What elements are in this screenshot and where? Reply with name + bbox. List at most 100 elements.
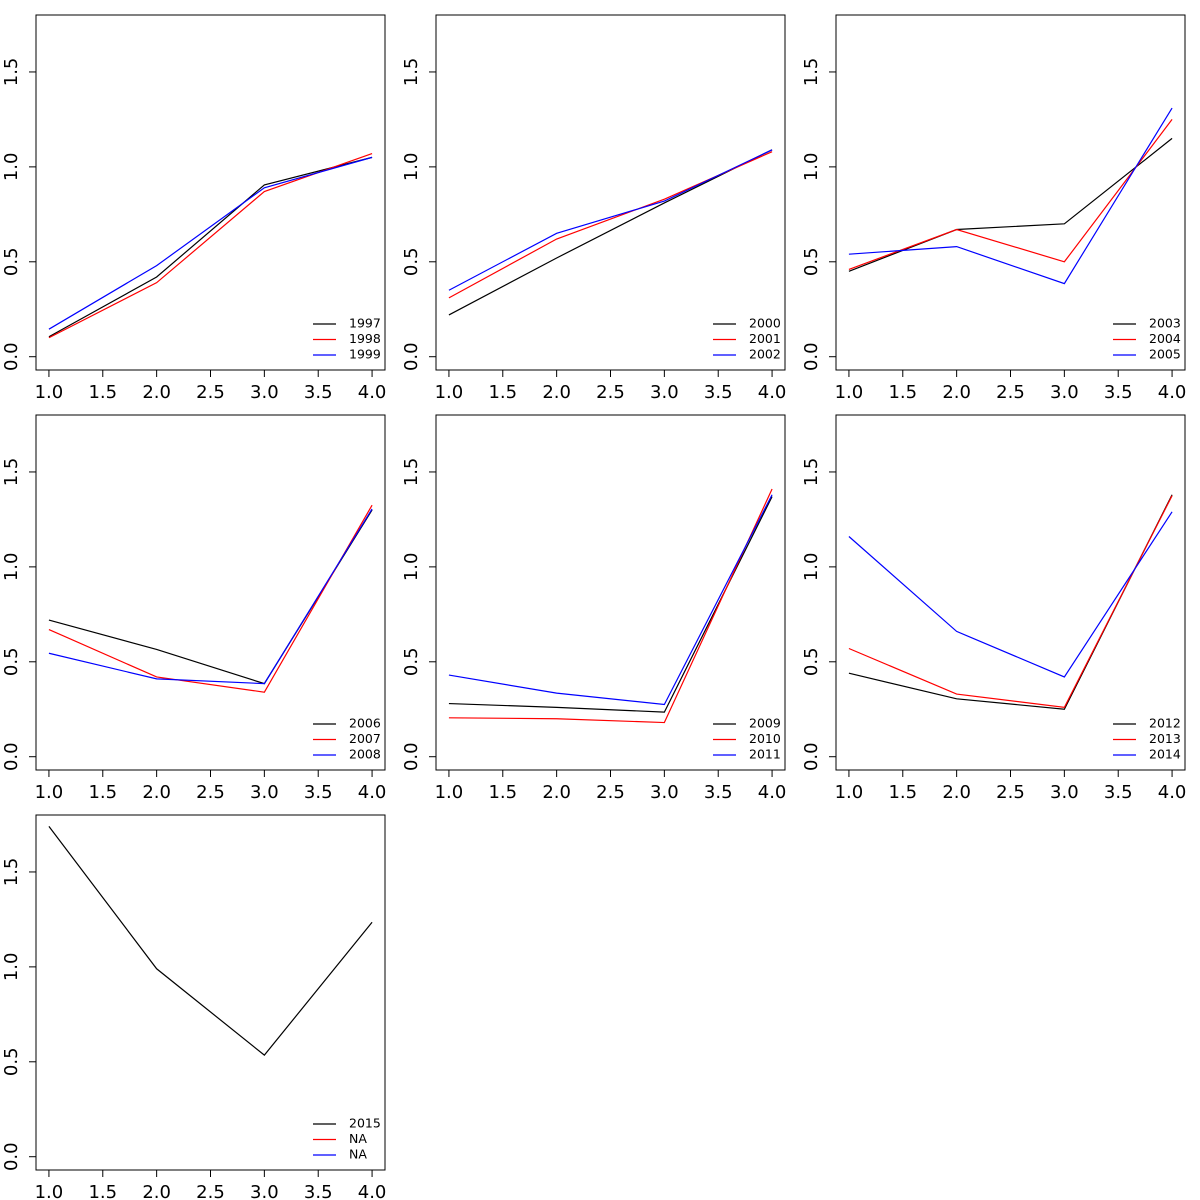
x-tick-label: 2.0 xyxy=(142,382,171,403)
legend-label: 1999 xyxy=(349,347,381,362)
x-tick-label: 2.5 xyxy=(596,382,625,403)
series-line xyxy=(448,488,773,724)
x-tick-label: 1.5 xyxy=(888,782,917,803)
y-tick-label: 0.0 xyxy=(801,742,822,771)
legend-label: 2013 xyxy=(1149,731,1181,746)
series-line xyxy=(848,511,1173,678)
y-tick-label: 0.5 xyxy=(1,247,22,276)
x-tick-label: 1.0 xyxy=(35,1182,64,1200)
legend-label: 2011 xyxy=(749,747,781,762)
legend-label: 2005 xyxy=(1149,347,1181,362)
x-tick-label: 4.0 xyxy=(358,382,387,403)
y-tick-label: 0.0 xyxy=(1,742,22,771)
legend-label: 2006 xyxy=(349,716,381,731)
y-tick-label: 1.0 xyxy=(801,553,822,582)
x-tick-label: 2.0 xyxy=(142,782,171,803)
x-tick-label: 4.0 xyxy=(758,782,787,803)
x-tick-label: 2.5 xyxy=(596,782,625,803)
legend-label: 2009 xyxy=(749,716,781,731)
series-line xyxy=(448,151,773,299)
panel: 1.0 1.5 2.0 2.5 3.0 3.5 4.00.00.51.01.52015NAN… xyxy=(1,814,386,1200)
x-tick-label: 3.0 xyxy=(250,382,279,403)
x-tick-label: 3.5 xyxy=(704,782,733,803)
x-tick-label: 3.0 xyxy=(250,782,279,803)
y-tick-label: 0.5 xyxy=(401,647,422,676)
x-tick-label: 4.0 xyxy=(1158,382,1187,403)
series-line xyxy=(848,494,1173,710)
x-tick-label: 2.5 xyxy=(196,382,225,403)
y-tick-label: 1.5 xyxy=(401,58,422,87)
series-line xyxy=(48,509,373,685)
x-tick-label: 2.0 xyxy=(942,382,971,403)
series-line xyxy=(848,119,1173,270)
x-tick-label: 2.5 xyxy=(996,382,1025,403)
y-tick-label: 1.5 xyxy=(1,458,22,487)
y-tick-label: 0.0 xyxy=(1,342,22,371)
x-tick-label: 3.5 xyxy=(1104,782,1133,803)
legend-label: 2001 xyxy=(749,331,781,346)
plot-box xyxy=(35,414,386,771)
legend-label: 2007 xyxy=(349,731,381,746)
x-tick-label: 4.0 xyxy=(358,782,387,803)
x-tick-label: 4.0 xyxy=(1158,782,1187,803)
series-line xyxy=(848,107,1173,285)
plot-box xyxy=(35,814,386,1171)
series-line xyxy=(448,496,773,713)
x-tick-label: 3.0 xyxy=(650,382,679,403)
panel: 1.0 1.5 2.0 2.5 3.0 3.5 4.0 0.0 0.5 1.0 1.5 1997 199… xyxy=(1,14,387,403)
series-line xyxy=(48,156,373,338)
series-line xyxy=(448,149,773,316)
series-line xyxy=(48,508,373,685)
legend-label: 2012 xyxy=(1149,716,1181,731)
x-tick-label: 3.5 xyxy=(304,782,333,803)
x-tick-label: 1.5 xyxy=(888,382,917,403)
y-tick-label: 1.5 xyxy=(401,458,422,487)
x-tick-label: 3.0 xyxy=(250,1182,279,1200)
y-tick-label: 1.0 xyxy=(801,153,822,182)
legend-label: 2010 xyxy=(749,731,781,746)
x-tick-label: 1.5 xyxy=(88,382,117,403)
y-tick-label: 0.5 xyxy=(1,647,22,676)
x-tick-label: 1.0 xyxy=(835,782,864,803)
y-tick-label: 1.0 xyxy=(1,953,22,982)
y-tick-label: 1.5 xyxy=(1,58,22,87)
x-tick-label: 3.5 xyxy=(704,382,733,403)
series-line xyxy=(48,826,373,1056)
x-tick-label: 1.5 xyxy=(88,782,117,803)
x-tick-label: 2.0 xyxy=(542,382,571,403)
legend-label: 2014 xyxy=(1149,747,1181,762)
legend-label: NA xyxy=(349,1131,367,1146)
plot-box xyxy=(435,414,786,771)
x-tick-label: 1.0 xyxy=(835,382,864,403)
series-line xyxy=(848,495,1173,708)
series-line xyxy=(48,156,373,330)
x-tick-label: 2.0 xyxy=(942,782,971,803)
plot-box xyxy=(835,414,1186,771)
y-tick-label: 1.0 xyxy=(401,553,422,582)
series-line xyxy=(448,149,773,291)
x-tick-label: 1.0 xyxy=(35,782,64,803)
legend-label: NA xyxy=(349,1147,367,1162)
y-tick-label: 1.0 xyxy=(401,153,422,182)
y-tick-label: 0.0 xyxy=(401,742,422,771)
x-tick-label: 3.5 xyxy=(304,382,333,403)
panel: 1.0 1.5 2.0 2.5 3.0 3.5 4.00.00.51.01.52012201… xyxy=(801,414,1187,803)
x-tick-label: 3.5 xyxy=(1104,382,1133,403)
legend-label: 1997 xyxy=(349,316,381,331)
y-tick-label: 1.0 xyxy=(1,553,22,582)
y-tick-label: 0.0 xyxy=(1,1142,22,1171)
x-tick-label: 3.0 xyxy=(650,782,679,803)
y-tick-label: 0.5 xyxy=(1,1047,22,1076)
plot-box xyxy=(435,14,786,371)
y-tick-label: 0.5 xyxy=(401,247,422,276)
plot-box xyxy=(35,14,386,371)
series-line xyxy=(448,494,773,706)
legend-label: 2004 xyxy=(1149,331,1181,346)
y-tick-label: 1.0 xyxy=(1,153,22,182)
y-tick-label: 1.5 xyxy=(801,458,822,487)
y-tick-label: 0.5 xyxy=(801,247,822,276)
x-tick-label: 1.0 xyxy=(35,382,64,403)
y-tick-label: 0.5 xyxy=(801,647,822,676)
y-tick-label: 1.5 xyxy=(1,858,22,887)
